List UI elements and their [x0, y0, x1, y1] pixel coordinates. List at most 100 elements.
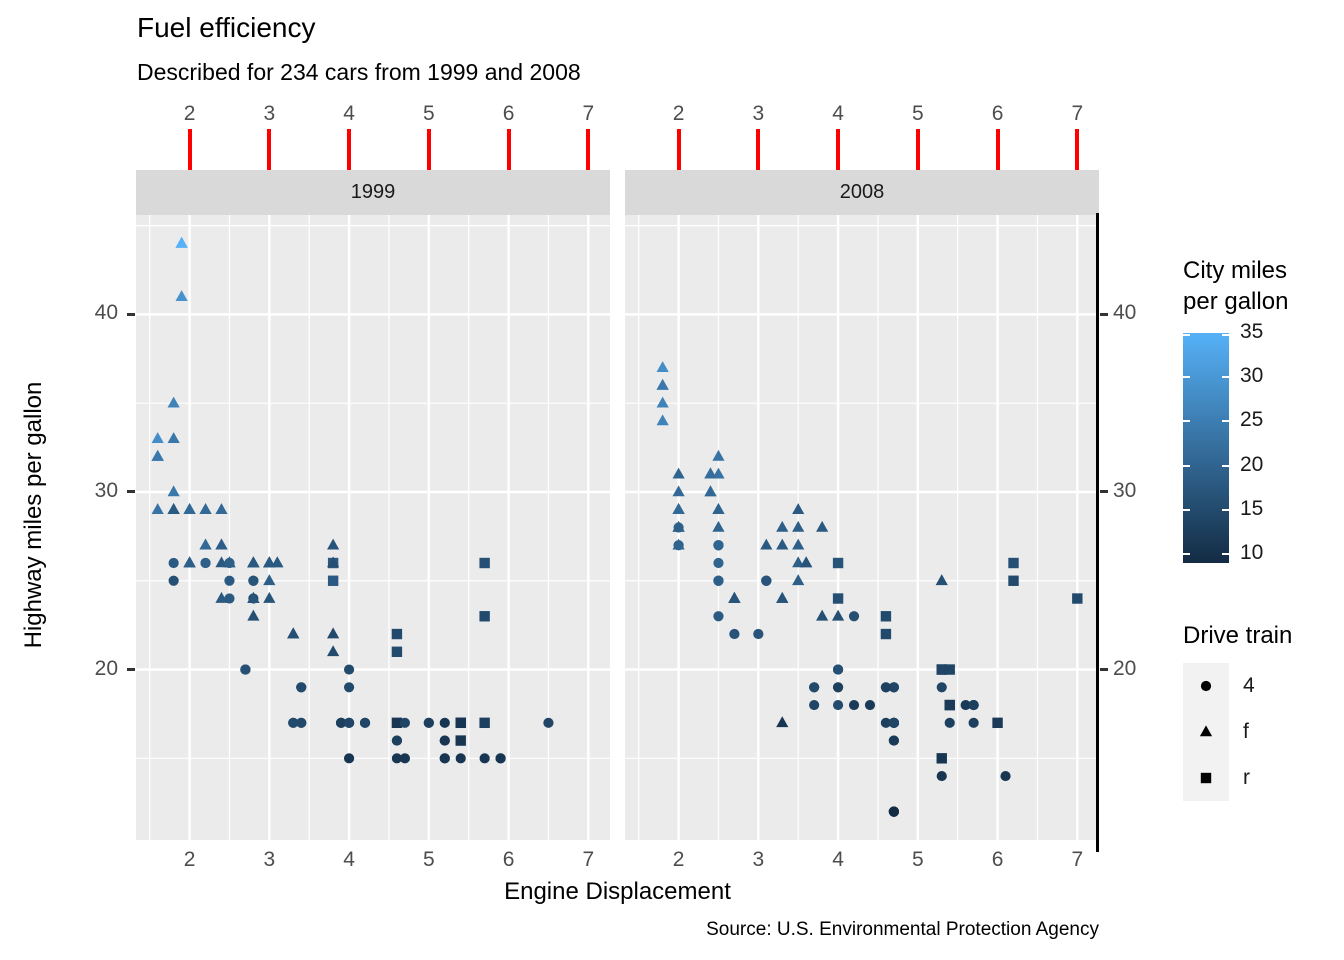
point-square — [880, 611, 892, 622]
point-circle — [288, 717, 299, 728]
point-circle — [888, 717, 899, 728]
colorbar-label: 25 — [1240, 408, 1264, 432]
right-axis-line — [1096, 213, 1099, 852]
colorbar-label: 35 — [1240, 320, 1264, 343]
point-square — [1008, 575, 1019, 586]
point-triangle — [935, 574, 948, 586]
point-circle — [200, 557, 211, 569]
point-square — [944, 664, 955, 675]
point-triangle — [215, 538, 228, 550]
left-axis-tick — [127, 312, 135, 316]
top-axis-label: 4 — [832, 102, 844, 125]
point-triangle — [151, 432, 164, 444]
top-axis-tick — [1075, 129, 1080, 170]
legend-key-4 — [1183, 663, 1229, 709]
point-circle — [880, 682, 892, 693]
point-triangle — [728, 591, 741, 603]
colorbar-tick-right — [1222, 420, 1229, 423]
colorbar-label: 10 — [1240, 541, 1264, 565]
point-circle — [248, 575, 259, 586]
bottom-axis-label: 2 — [183, 848, 196, 871]
point-circle — [343, 664, 355, 675]
point-circle — [888, 735, 899, 746]
point-triangle — [215, 556, 228, 568]
point-triangle — [672, 467, 685, 479]
color-legend-title-line1: City miles — [1183, 257, 1288, 284]
point-triangle — [175, 290, 188, 301]
point-circle — [880, 717, 892, 728]
top-axis-tick — [347, 129, 352, 170]
point-triangle — [712, 503, 725, 515]
top-axis-label: 4 — [343, 102, 355, 125]
point-circle — [479, 753, 490, 764]
point-circle — [168, 575, 179, 586]
point-circle — [832, 682, 844, 693]
point-circle — [224, 557, 235, 569]
point-triangle — [776, 538, 789, 550]
point-square — [936, 753, 947, 764]
point-triangle — [167, 432, 180, 444]
point-circle — [753, 628, 764, 640]
point-triangle — [656, 414, 669, 426]
point-triangle — [199, 538, 212, 550]
panel-canvas-1999 — [136, 215, 610, 840]
point-triangle — [327, 556, 340, 568]
top-axis-label: 7 — [1071, 102, 1084, 125]
top-axis-tick — [836, 129, 841, 170]
point-triangle — [199, 503, 212, 515]
point-triangle — [792, 538, 805, 550]
right-axis-label: 30 — [1113, 478, 1137, 502]
point-square — [391, 628, 403, 640]
left-axis-tick — [127, 490, 135, 494]
colorbar-tick-right — [1222, 553, 1229, 556]
top-axis-label: 6 — [502, 102, 515, 125]
point-square — [455, 735, 466, 746]
point-square — [1072, 593, 1083, 604]
color-legend-title: City miles per gallon — [1183, 255, 1288, 317]
legend-key-r — [1183, 755, 1229, 801]
point-circle — [455, 753, 466, 764]
point-square — [832, 557, 844, 569]
point-circle — [713, 575, 724, 586]
point-triangle — [656, 378, 669, 390]
bottom-axis-label: 5 — [911, 848, 924, 871]
top-axis-label: 2 — [183, 102, 196, 125]
color-legend-title-line2: per gallon — [1183, 288, 1289, 315]
left-axis-tick — [127, 668, 135, 672]
point-triangle — [175, 236, 188, 248]
point-circle — [809, 682, 820, 693]
top-axis-tick — [187, 129, 192, 170]
chart-title: Fuel efficiency — [137, 12, 316, 43]
bottom-axis-label: 3 — [752, 848, 765, 871]
colorbar-tick-left — [1183, 464, 1190, 467]
bottom-axis-label: 2 — [672, 848, 685, 871]
point-triangle — [712, 467, 725, 479]
point-circle — [713, 557, 724, 569]
triangle-glyph — [1199, 725, 1213, 737]
colorbar-label: 30 — [1240, 364, 1264, 388]
top-axis-tick — [676, 129, 681, 170]
colorbar-label: 15 — [1240, 496, 1264, 520]
point-triangle — [151, 503, 164, 515]
top-axis-tick — [586, 129, 591, 170]
point-triangle — [215, 503, 228, 515]
point-triangle — [672, 520, 685, 532]
point-square — [391, 646, 403, 657]
point-triangle — [831, 609, 845, 621]
point-circle — [968, 699, 979, 711]
point-triangle — [704, 467, 717, 479]
point-circle — [848, 699, 860, 711]
bottom-axis-label: 7 — [1071, 848, 1084, 871]
colorbar-tick-left — [1183, 508, 1190, 511]
point-triangle — [215, 591, 228, 603]
point-circle — [439, 735, 450, 746]
bottom-axis-label: 6 — [991, 848, 1004, 871]
point-triangle — [247, 609, 260, 621]
point-triangle — [792, 503, 805, 515]
point-circle — [224, 593, 235, 604]
point-triangle — [287, 627, 300, 639]
top-axis-label: 2 — [672, 102, 685, 125]
point-square — [936, 664, 947, 675]
point-triangle — [792, 520, 805, 532]
point-triangle — [672, 503, 685, 515]
